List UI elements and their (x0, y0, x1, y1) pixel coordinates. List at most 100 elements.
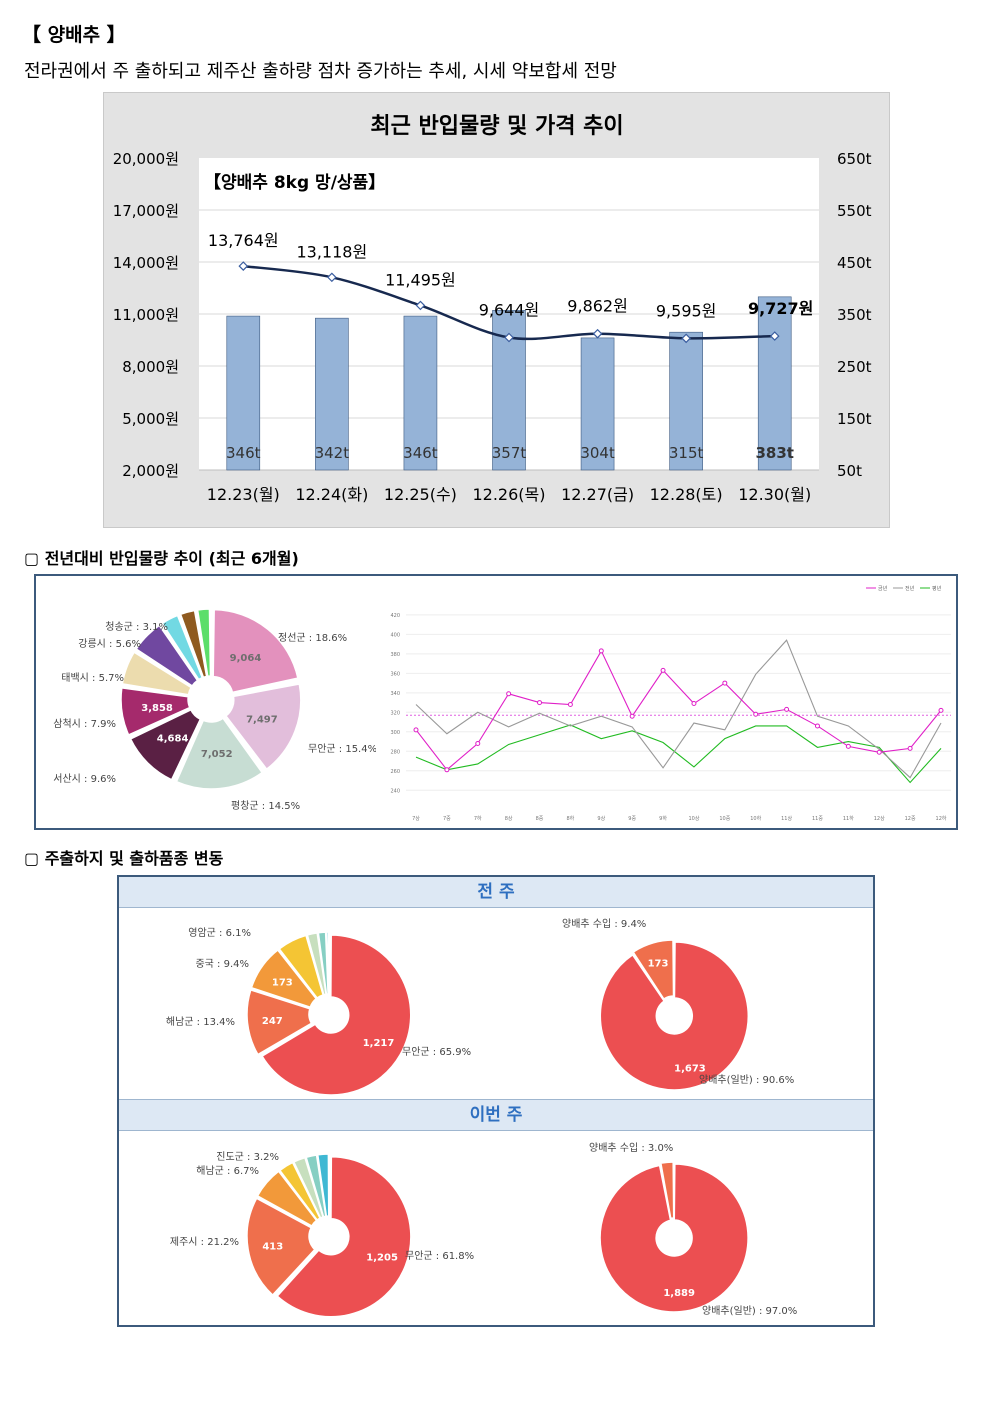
series-line (415, 649, 942, 771)
pie-value-label: 1,673 (674, 1064, 706, 1075)
pie-category-label: 양배추(일반) : 90.6% (699, 1074, 794, 1086)
pie-slice (256, 1170, 318, 1227)
series-point (506, 691, 512, 697)
pie-category-label: 해남군 : 6.7% (196, 1164, 259, 1177)
pie-category-label: 해남군 : 13.4% (166, 1015, 235, 1028)
series-point (938, 707, 944, 713)
x-axis-tick: 12.28(토) (650, 485, 723, 504)
price-label: 9,644원 (479, 301, 540, 320)
pie-slice (129, 708, 202, 781)
series-point (691, 701, 697, 707)
pie-category-label: 무안군 : 15.4% (308, 743, 376, 755)
y-axis-tick: 360 (390, 671, 400, 677)
series-point (753, 711, 759, 717)
last-week-header: 전 주 (119, 877, 873, 908)
price-point (592, 328, 603, 339)
x-axis-tick: 12중 (905, 816, 916, 822)
volume-bar-label: 304t (580, 444, 615, 462)
right-axis-tick: 450t (837, 254, 872, 272)
pie-category-label: 진도군 : 3.2% (216, 1151, 279, 1163)
volume-bar-label: 357t (492, 444, 527, 462)
price-point (681, 333, 691, 344)
section-yoy-volume-label: ▢ 전년대비 반입물량 추이 (최근 6개월) (24, 549, 299, 568)
pie-slice (278, 934, 325, 1000)
pie-slice (276, 1155, 412, 1318)
pie-slice (175, 717, 264, 790)
last-week-variety-pie: 1,673 173 양배추(일반) : 90.6% 양배추 수입 : 9.4% (562, 917, 794, 1091)
pie-category-label: 양배추 수입 : 9.4% (562, 917, 646, 930)
y-axis-tick: 260 (390, 769, 400, 775)
page-title: 【 양배추 】 (22, 24, 126, 46)
pie-slice (599, 941, 750, 1091)
right-axis-tick: 650t (837, 150, 872, 168)
left-axis-tick: 14,000원 (113, 254, 179, 272)
volume-bar-label: 346t (226, 444, 261, 462)
x-axis-tick: 12.27(금) (561, 485, 634, 504)
price-label: 9,595원 (656, 301, 717, 320)
yoy-volume-panel: 9,064 7,497 7,052 4,684 3,858 정선군 : 18.6% 무안군 … (34, 574, 958, 830)
left-axis-tick: 2,000원 (122, 462, 179, 480)
y-axis-tick: 240 (390, 788, 400, 794)
left-axis-tick: 8,000원 (122, 358, 179, 376)
volume-bar-label: 346t (403, 444, 438, 462)
volume-bar (315, 317, 349, 471)
x-axis-tick: 9상 (597, 815, 605, 822)
pie-slice (325, 931, 330, 995)
pie-value-label: 3,858 (141, 703, 173, 714)
series-line (415, 724, 942, 784)
price-point (769, 331, 780, 341)
volume-bar (403, 315, 438, 471)
pie-category-label: 제주시 : 21.2% (170, 1236, 239, 1248)
legend-label: 평년 (932, 585, 942, 592)
series-point (475, 740, 481, 746)
x-axis-tick: 10하 (750, 815, 761, 822)
x-axis-tick: 12.30(월) (738, 485, 811, 504)
pie-slice (120, 687, 191, 736)
pie-value-label: 247 (262, 1016, 283, 1027)
right-axis-tick: 150t (837, 410, 872, 428)
pie-category-label: 무안군 : 65.9% (402, 1046, 471, 1058)
chart-title: 최근 반입물량 및 가격 추이 (370, 114, 623, 139)
pie-category-label: 영암군 : 6.1% (188, 927, 251, 939)
right-axis-tick: 50t (837, 462, 862, 480)
y-axis-tick: 400 (390, 632, 400, 638)
pie-category-label: 무안군 : 61.8% (405, 1250, 474, 1262)
volume-bar (226, 315, 261, 471)
series-point (629, 713, 635, 719)
y-axis-tick: 420 (390, 613, 400, 619)
series-point (660, 667, 666, 673)
y-axis-tick: 340 (390, 691, 400, 697)
pie-slice (121, 651, 193, 696)
series-line (415, 639, 942, 779)
pie-slice (135, 624, 199, 687)
pie-slice (250, 949, 318, 1009)
chart-subtitle: 【양배추 8kg 망/상품】 (204, 172, 385, 193)
pie-category-label: 양배추 수입 : 3.0% (589, 1141, 673, 1154)
series-point (444, 767, 450, 773)
price-point (327, 272, 337, 283)
x-axis-tick: 8하 (567, 815, 575, 822)
series-point (907, 745, 913, 751)
pie-category-label: 서산시 : 9.6% (53, 773, 116, 785)
pie-category-label: 평창군 : 14.5% (231, 800, 300, 812)
pie-slice (261, 934, 412, 1096)
x-axis-tick: 11하 (843, 815, 854, 822)
pie-value-label: 1,889 (663, 1288, 695, 1299)
pie-category-label: 중국 : 9.4% (195, 958, 249, 970)
x-axis-tick: 11중 (812, 816, 823, 822)
this-week-region-pie: 1,205 413 무안군 : 61.8% 제주시 : 21.2% 해남군 : 6.7%… (170, 1151, 474, 1318)
pie-category-label: 정선군 : 18.6% (278, 632, 347, 644)
price-volume-chart: 최근 반입물량 및 가격 추이 【양배추 8kg 망/상품】 20,000원 17… (103, 92, 890, 528)
price-label: 13,764원 (208, 231, 279, 250)
price-label: 9,727원 (748, 299, 813, 318)
y-axis-tick: 300 (390, 730, 400, 736)
x-axis-tick: 8상 (505, 815, 513, 822)
left-axis-tick: 20,000원 (113, 150, 179, 168)
volume-bar-label: 315t (669, 444, 704, 462)
this-week-variety-pie: 1,889 양배추(일반) : 97.0% 양배추 수입 : 3.0% (589, 1141, 797, 1317)
pie-slice (632, 939, 675, 1001)
pie-category-label: 삼척시 : 7.9% (53, 718, 116, 730)
yoy-line-chart: 420 400 380 360 340 320 300 280 260 240 7상 7중 7하 8상 8중… (390, 585, 951, 822)
pie-slice (246, 989, 313, 1056)
pie-slice (224, 683, 302, 771)
